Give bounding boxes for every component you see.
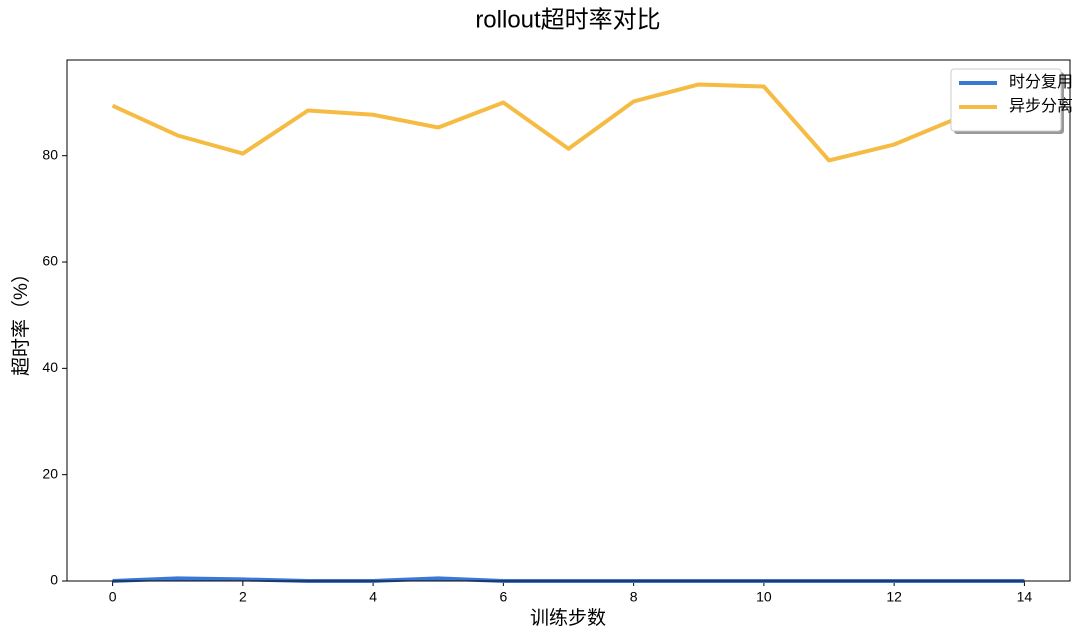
legend-label: 异步分离	[1009, 97, 1073, 115]
plot-frame	[66, 59, 1071, 582]
x-axis-label: 训练步数	[530, 607, 606, 629]
x-tick-label: 0	[109, 589, 117, 605]
x-tick-label: 4	[369, 589, 377, 605]
y-tick-label: 60	[42, 253, 58, 269]
y-tick-label: 20	[42, 465, 58, 481]
x-tick-label: 8	[630, 589, 638, 605]
legend-label: 时分复用	[1009, 73, 1073, 91]
x-tick-label: 6	[499, 589, 507, 605]
x-tick-label: 2	[239, 589, 247, 605]
chart-title: rollout超时率对比	[475, 6, 660, 33]
x-tick-label: 12	[886, 589, 902, 605]
y-tick-label: 40	[42, 359, 58, 375]
x-tick-label: 14	[1017, 589, 1033, 605]
y-tick-label: 0	[50, 572, 58, 588]
series-line	[111, 82, 1025, 163]
y-tick-label: 80	[42, 146, 58, 162]
x-tick-label: 10	[756, 589, 772, 605]
y-axis-label: 超时率（%）	[10, 264, 32, 376]
